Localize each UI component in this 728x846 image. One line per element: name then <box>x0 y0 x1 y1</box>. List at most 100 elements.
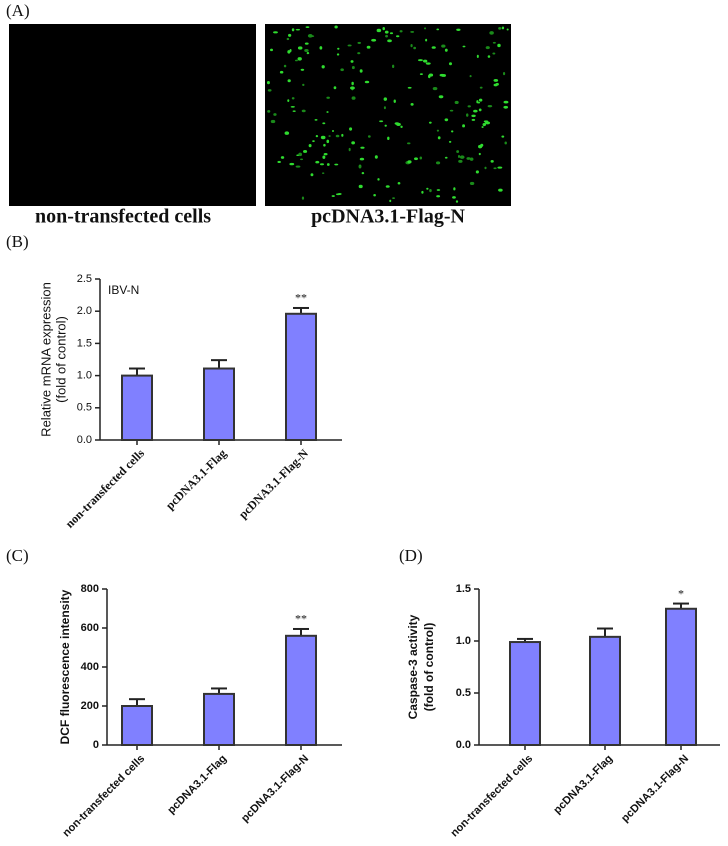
significance-label: * <box>678 586 684 600</box>
cell-dot <box>407 160 412 164</box>
cell-dot <box>360 146 365 149</box>
y-tick-label: 1.0 <box>456 635 471 647</box>
cell-dot <box>384 30 389 34</box>
cell-dot <box>389 199 392 203</box>
cell-dot <box>492 52 496 55</box>
cell-dot <box>351 96 356 100</box>
bar <box>285 312 317 441</box>
cell-dot <box>490 159 494 163</box>
cell-dot <box>501 135 505 138</box>
x-tick-label: pcDNA3.1-Flag-N <box>239 753 311 825</box>
cell-dot <box>267 89 272 92</box>
cell-dot <box>503 105 509 109</box>
cell-dot <box>328 135 331 137</box>
cell-dot <box>315 135 319 138</box>
cell-dot <box>391 64 395 69</box>
cell-dot <box>469 157 474 161</box>
cell-dot <box>326 163 330 166</box>
cell-dot <box>298 152 303 157</box>
y-tick-label: 0.5 <box>77 402 92 414</box>
cell-dot <box>387 39 392 43</box>
cell-dot <box>444 48 448 52</box>
x-tick-label: non-transfected cells <box>448 753 535 840</box>
cell-dot <box>304 42 309 45</box>
cell-dot <box>419 156 423 160</box>
cell-dot <box>312 140 315 143</box>
cell-dot <box>438 95 444 99</box>
cell-dot <box>300 158 304 161</box>
cell-dot <box>483 120 489 123</box>
cell-dot <box>323 152 328 156</box>
cell-dot <box>441 44 446 48</box>
cell-dot <box>478 152 481 156</box>
cell-dot <box>349 86 355 90</box>
cell-dot <box>467 105 471 108</box>
y-tick-label: 600 <box>81 622 99 634</box>
cell-dot <box>290 105 295 108</box>
cell-dot <box>291 28 295 32</box>
cell-dot <box>436 28 440 31</box>
cell-dot <box>294 59 298 62</box>
cell-dot <box>506 28 509 31</box>
cell-dot <box>315 160 320 164</box>
cell-dot <box>478 98 483 102</box>
y-tick-label: 1.5 <box>456 583 471 595</box>
cell-dot <box>482 122 487 127</box>
y-tick-label: 1.5 <box>77 337 92 349</box>
cell-dot <box>379 120 384 123</box>
cell-dot <box>319 163 325 166</box>
cell-dot <box>424 27 427 30</box>
cell-dot <box>351 65 355 70</box>
cell-dot <box>407 142 411 145</box>
cell-dot <box>270 119 276 124</box>
cell-dot <box>383 106 386 110</box>
bar <box>285 634 317 746</box>
fluorescence-dots <box>266 25 509 203</box>
cell-dot <box>331 195 335 198</box>
cell-dot <box>359 69 363 73</box>
cell-dot <box>382 27 385 31</box>
cell-dot <box>428 73 434 77</box>
cell-dot <box>358 184 363 189</box>
image-caption: pcDNA3.1-Flag-N <box>311 206 465 228</box>
cell-dot <box>462 124 466 128</box>
cell-dot <box>288 33 292 37</box>
panel-label: (A) <box>6 1 30 20</box>
cell-dot <box>377 178 380 181</box>
cell-dot <box>361 171 365 175</box>
x-tick-label: pcDNA3.1-Flag <box>163 446 229 512</box>
cell-dot <box>453 187 456 191</box>
y-tick-label: 1.0 <box>77 370 92 382</box>
cell-dot <box>497 166 503 169</box>
cell-dot <box>364 80 370 84</box>
cell-dot <box>387 136 390 141</box>
cell-dot <box>350 60 354 63</box>
cell-dot <box>295 165 301 168</box>
cell-dot <box>292 110 296 112</box>
bar <box>203 692 235 746</box>
cell-dot <box>449 109 454 112</box>
cell-dot <box>310 173 314 177</box>
y-tick-label: 0 <box>93 739 99 751</box>
cell-dot <box>436 195 441 198</box>
cell-dot <box>444 118 449 122</box>
cell-dot <box>376 28 382 33</box>
cell-dot <box>389 32 394 35</box>
cell-dot <box>366 45 371 49</box>
cell-dot <box>297 57 302 61</box>
image-caption: non-transfected cells <box>35 206 211 228</box>
cell-dot <box>308 144 312 148</box>
cell-dot <box>322 155 326 159</box>
cell-dot <box>277 160 281 164</box>
cell-dot <box>471 114 476 118</box>
cell-dot <box>320 135 326 140</box>
cell-dot <box>489 31 494 35</box>
cell-dot <box>502 71 506 76</box>
cell-dot <box>373 193 376 197</box>
y-axis-label: (fold of control) <box>53 316 68 403</box>
x-tick-label: non-transfected cells <box>60 753 147 840</box>
cell-dot <box>466 113 469 117</box>
cell-dot <box>385 34 388 38</box>
cell-dot <box>469 74 472 78</box>
